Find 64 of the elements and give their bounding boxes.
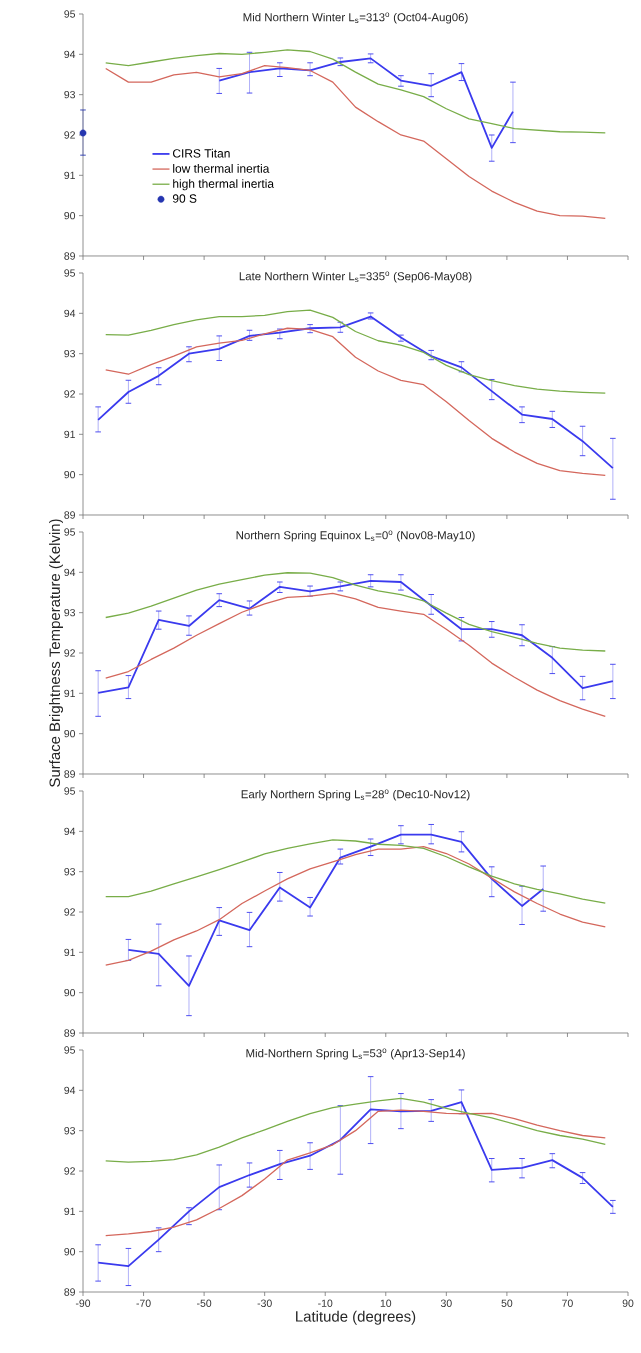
- y-tick-label: 94: [64, 309, 76, 318]
- y-tick-label: 92: [64, 649, 75, 657]
- line-series: [105, 1109, 606, 1237]
- x-tick-label: -10: [318, 1299, 333, 1307]
- legend-label: high thermal inertia: [173, 179, 275, 191]
- y-tick-label: 89: [64, 1029, 75, 1037]
- y-tick-label: 89: [64, 1288, 75, 1296]
- y-tick-label: 91: [64, 171, 75, 180]
- line-series: [105, 572, 606, 652]
- y-tick-label: 92: [64, 131, 75, 139]
- legend-label: low thermal inertia: [173, 164, 270, 173]
- chart-title: Mid-Northern Spring L$_{s}$=53$^{o}$ (Apr13-Sep14): [246, 1048, 465, 1060]
- y-tick-label: 90: [64, 988, 76, 997]
- y-tick-label: 90: [64, 729, 76, 738]
- y-tick-label: 90: [64, 470, 76, 479]
- line-series: [105, 592, 606, 717]
- line-series: [105, 839, 606, 904]
- legend-label: CIRS Titan: [172, 148, 230, 158]
- x-tick-label: 10: [380, 1299, 392, 1307]
- x-tick-label: 30: [440, 1299, 452, 1307]
- x-tick-label: -30: [257, 1299, 272, 1307]
- x-tick-label: -50: [197, 1299, 212, 1307]
- y-tick-label: 89: [64, 252, 75, 260]
- y-tick-label: 91: [64, 689, 75, 698]
- y-tick-label: 93: [64, 1126, 76, 1135]
- y-tick-label: 90: [64, 1247, 76, 1256]
- chart-title: Early Northern Spring L$_{s}$=28$^{o}$ (Dec10-Nov12): [241, 789, 470, 801]
- y-tick-label: 93: [64, 867, 76, 876]
- y-tick-label: 95: [64, 1046, 76, 1054]
- line-series: [105, 64, 606, 220]
- x-tick-label: 50: [501, 1299, 513, 1307]
- y-tick-label: 94: [64, 1086, 76, 1095]
- y-tick-label: 91: [64, 948, 75, 957]
- y-tick-label: 89: [64, 770, 75, 778]
- chart-title: Mid Northern Winter L$_{s}$=313$^{o}$ (Oct04-Aug06): [243, 12, 468, 24]
- y-tick-label: 93: [64, 90, 76, 99]
- x-tick-label: 90: [622, 1299, 634, 1307]
- y-tick-label: 91: [64, 430, 75, 439]
- y-tick-label: 90: [64, 211, 76, 220]
- y-tick-label: 92: [64, 390, 75, 398]
- chart-title: Northern Spring Equinox L$_{s}$=0$^{o}$ (Nov08-May10): [236, 530, 475, 542]
- chart-title: Late Northern Winter L$_{s}$=335$^{o}$ (Sep06-May08): [239, 271, 472, 283]
- line-series: [105, 309, 606, 394]
- x-tick-label: -70: [136, 1299, 151, 1307]
- x-tick-label: 70: [562, 1299, 573, 1307]
- y-tick-label: 91: [64, 1207, 75, 1216]
- y-tick-label: 93: [64, 608, 76, 617]
- y-tick-label: 93: [64, 349, 76, 358]
- y-tick-label: 92: [64, 1167, 75, 1175]
- y-tick-label: 94: [64, 50, 76, 59]
- x-tick-label: -90: [75, 1299, 91, 1307]
- y-axis-title: Surface Brightness Temperature (Kelvin): [49, 519, 63, 787]
- y-tick-label: 92: [64, 908, 75, 916]
- y-tick-label: 95: [64, 10, 76, 18]
- y-tick-label: 94: [64, 827, 76, 836]
- y-tick-label: 95: [64, 528, 76, 536]
- legend-label: 90 S: [172, 194, 197, 203]
- y-tick-label: 95: [64, 787, 76, 795]
- x-axis-title: Latitude (degrees): [296, 1310, 416, 1325]
- line-series: [105, 1097, 606, 1163]
- y-tick-label: 94: [64, 568, 76, 577]
- line-series: [105, 846, 606, 966]
- y-tick-label: 95: [64, 269, 76, 277]
- y-tick-label: 89: [64, 511, 75, 519]
